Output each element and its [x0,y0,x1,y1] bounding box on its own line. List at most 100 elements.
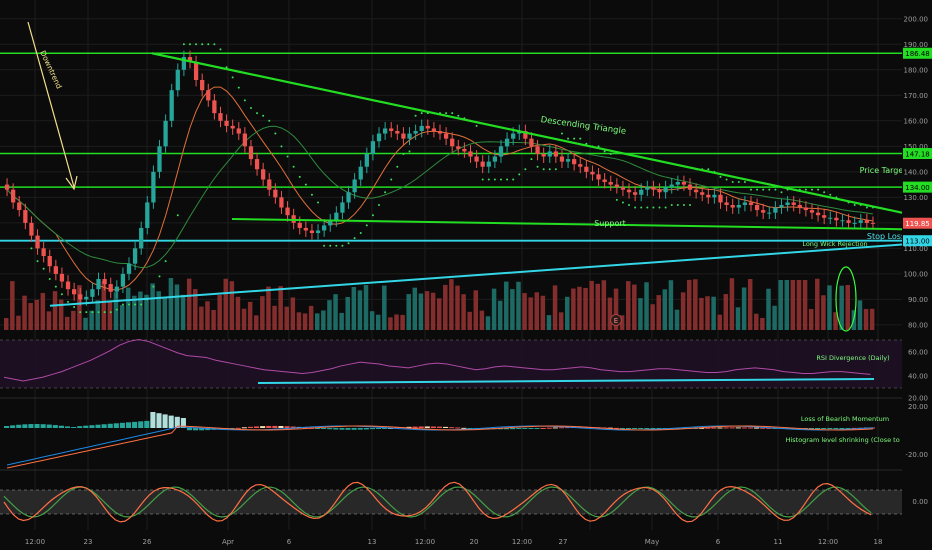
candle-body [163,120,168,147]
candle-body [437,131,443,134]
time-axis-tick: 11 [774,538,783,546]
volume-bar [540,295,546,330]
candle-body [486,161,491,167]
candle-body [529,138,534,147]
sar-dot [512,178,515,181]
sar-dot [201,43,204,46]
volume-bar [644,282,649,330]
sar-dot [640,206,643,209]
candle-body [870,222,876,224]
candle-body [700,192,705,195]
candle-body [498,146,504,157]
candle-body [572,159,577,165]
macd-hist-bar [186,428,193,431]
candle-body [358,166,363,180]
sar-dot [371,214,374,217]
volume-bar [254,315,259,330]
volume-bar [119,305,125,330]
candle-body [468,151,473,157]
support-trendline [231,218,903,231]
volume-bar [150,283,155,330]
volume-bar [406,294,411,330]
candle-body [822,215,827,218]
sar-dot [359,232,362,235]
sar-dot [262,114,265,117]
sar-dot [817,188,820,191]
macd-hist-bar [113,423,119,428]
macd-hist-bar [119,422,125,428]
macd-hist-bar [40,424,46,428]
parabolic-sar [30,43,874,314]
candle-body [102,278,107,285]
macd-hist-bar [619,428,625,429]
sar-dot [536,165,539,168]
macd-hist-bar [71,427,77,429]
price-target-label: Price Target [860,166,907,175]
volume-bar [815,278,820,330]
candle-body [346,192,351,203]
volume-bar [504,281,509,330]
sar-dot [658,206,661,209]
macd-hist-bar [34,424,40,428]
macd-hist-bar [851,427,857,429]
sar-dot [573,137,576,140]
time-axis-tick: 13 [368,538,377,546]
sar-dot [243,99,246,102]
sar-dot [457,114,460,117]
macd-hist-bar [162,414,168,428]
macd-hist-bar [436,426,443,428]
sar-dot [481,178,484,181]
candle-body [675,182,680,185]
volume-bar [497,300,503,330]
macd-hist-bar [266,425,272,428]
volume-bar [449,279,454,330]
macd-hist-bar [430,426,436,428]
descending-triangle-label: Descending Triangle [540,115,627,137]
macd-hist-bar [314,428,321,429]
sar-dot [140,303,143,306]
volume-bar [394,314,399,330]
volume-bar [711,296,716,330]
time-axis-tick: May [645,538,659,546]
volume-bar [808,308,814,330]
sar-dot [85,311,88,314]
candle-body [35,235,40,249]
candle-body [59,273,65,282]
volume-bar [467,311,472,330]
sar-dot [323,244,326,247]
candle-body [200,79,205,91]
sar-dot [286,155,289,158]
volume-bar [699,297,704,330]
candle-body [382,128,388,134]
volume-bar [199,306,204,330]
candle-body [315,230,321,234]
candle-body [132,248,138,264]
volume-bar [491,288,497,330]
candle-body [175,69,180,91]
volume-bar [528,297,533,330]
downtrend-arrow [27,21,75,188]
sar-dot [609,152,612,155]
price-axis-labels: 200.00 190.00 180.00 170.00 160.00 150.00 140.… [903,15,932,329]
macd-hist-bar [363,428,369,430]
volume-bar [10,281,15,330]
volume-bar [534,292,540,330]
macd-hist-bar [144,420,150,428]
macd-hist-bar [235,427,241,429]
candle-body [834,217,839,221]
candle-body [389,128,394,132]
macd-hist-bar [827,428,833,429]
price-axis-tick: 100.00 [904,270,929,278]
sar-dot [585,142,588,145]
sar-dot [652,206,655,209]
macd-hist-bar [89,425,95,428]
volume-bar [802,280,808,330]
time-axis-tick: 12:00 [415,538,435,546]
candle-body [693,189,699,193]
price-axis-tick: 130.00 [904,194,929,202]
volume-bar [95,300,100,330]
candle-body [108,284,113,292]
sar-dot [103,311,106,314]
